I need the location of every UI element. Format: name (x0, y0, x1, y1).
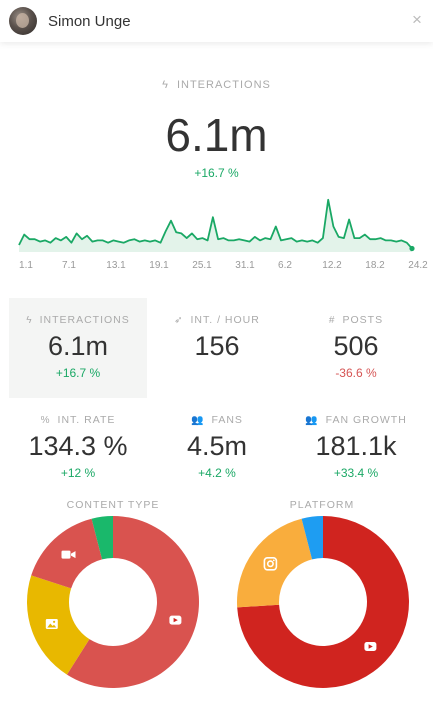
kpi-value: 156 (194, 331, 240, 361)
kpi-change: +16.7 % (55, 366, 101, 380)
kpi-label: FANS (211, 414, 243, 426)
main-stat-value: 6.1m (165, 109, 268, 161)
kpi-fan-growth[interactable]: 👥 FAN GROWTH 181.1k +33.4 % (287, 398, 425, 498)
image-icon (45, 619, 58, 629)
content-type-title: CONTENT TYPE (66, 499, 160, 511)
kpi-change: +4.2 % (198, 466, 236, 480)
x-tick-label: 19.1 (149, 260, 169, 271)
x-tick-label: 7.1 (62, 260, 76, 271)
close-icon[interactable]: × (412, 10, 422, 29)
donut-slice-instagram[interactable] (237, 518, 313, 608)
youtube-icon (169, 615, 182, 625)
chart-end-point (409, 245, 415, 252)
kpi-change: +33.4 % (333, 466, 379, 480)
kpi-label: INTERACTIONS (39, 314, 130, 326)
kpi-label: FAN GROWTH (325, 414, 407, 426)
instagram-icon (263, 556, 278, 571)
donut-slice-youtube[interactable] (66, 516, 200, 688)
kpi-label: INT. RATE (57, 414, 116, 426)
kpi-value: 6.1m (47, 331, 109, 361)
x-tick-label: 6.2 (278, 260, 292, 271)
percent-icon: % (40, 415, 51, 426)
kpi-int-per-hour[interactable]: ➶ INT. / HOUR 156 (148, 298, 286, 398)
kpi-interactions[interactable]: ϟ INTERACTIONS 6.1m +16.7 % (9, 298, 147, 398)
kpi-value: 506 (333, 331, 379, 361)
donut-slice-twitter[interactable] (301, 516, 323, 560)
kpi-value: 4.5m (186, 431, 248, 461)
kpi-change: +12 % (60, 466, 96, 480)
avatar[interactable] (9, 7, 37, 35)
platform-title: PLATFORM (289, 499, 355, 511)
x-tick-label: 1.1 (19, 260, 33, 271)
main-stat-change: +16.7 % (194, 166, 239, 180)
bolt-icon: ϟ (162, 79, 169, 91)
users-icon: 👥 (305, 415, 319, 426)
kpi-fans[interactable]: 👥 FANS 4.5m +4.2 % (148, 398, 286, 498)
chart-area (19, 199, 412, 252)
x-tick-label: 13.1 (106, 260, 126, 271)
profile-header: Simon Unge × (0, 0, 433, 42)
bolt-icon: ϟ (26, 315, 33, 326)
youtube-icon (364, 642, 377, 651)
user-name: Simon Unge (48, 12, 131, 30)
kpi-label: INT. / HOUR (190, 314, 260, 326)
kpi-posts[interactable]: # POSTS 506 -36.6 % (287, 298, 425, 398)
donut-slice-other[interactable] (91, 516, 113, 560)
hash-icon: # (328, 315, 336, 326)
x-tick-label: 12.2 (322, 260, 342, 271)
kpi-label: POSTS (342, 314, 384, 326)
donut-slice-image[interactable] (27, 575, 90, 675)
chart-line (18, 198, 413, 250)
platform-donut (237, 516, 409, 688)
x-tick-label: 25.1 (192, 260, 212, 271)
kpi-change: -36.6 % (335, 366, 377, 380)
x-tick-label: 31.1 (235, 260, 255, 271)
kpi-value: 134.3 % (28, 431, 128, 461)
main-stat-label: ϟ INTERACTIONS (0, 79, 433, 91)
video-camera-icon (61, 550, 76, 559)
x-tick-label: 18.2 (365, 260, 385, 271)
x-tick-label: 24.2 (408, 260, 428, 271)
rocket-icon: ➶ (174, 315, 184, 326)
main-stat-label-text: INTERACTIONS (176, 79, 271, 91)
users-icon: 👥 (191, 415, 205, 426)
content-type-donut (27, 516, 200, 688)
kpi-int-rate[interactable]: % INT. RATE 134.3 % +12 % (9, 398, 147, 498)
kpi-value: 181.1k (315, 431, 397, 461)
interactions-chart: 1.1 7.1 13.1 19.1 25.1 31.1 6.2 12.2 18.2 24.2 (18, 198, 428, 271)
